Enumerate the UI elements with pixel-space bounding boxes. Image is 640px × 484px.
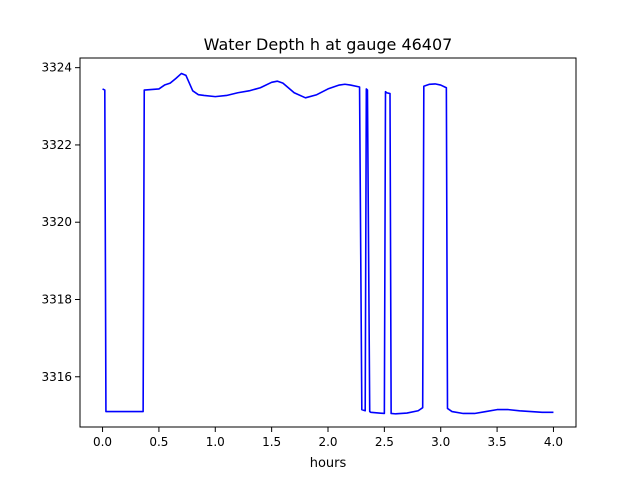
x-tick-label: 1.5	[262, 435, 281, 449]
x-tick-label: 2.5	[375, 435, 394, 449]
x-tick-label: 0.0	[93, 435, 112, 449]
y-tick-label: 3320	[41, 215, 72, 229]
y-tick-label: 3322	[41, 138, 72, 152]
y-tick-label: 3318	[41, 292, 72, 306]
y-axis: 3316 3318 3320 3322 3324	[41, 61, 80, 384]
x-axis: 0.0 0.5 1.0 1.5 2.0 2.5 3.0 3.5 4.0	[93, 427, 563, 449]
y-tick-label: 3324	[41, 61, 72, 75]
x-tick-label: 3.5	[488, 435, 507, 449]
x-axis-label: hours	[310, 456, 347, 471]
y-tick-label: 3316	[41, 370, 72, 384]
x-tick-label: 1.0	[206, 435, 225, 449]
x-tick-label: 0.5	[149, 435, 168, 449]
x-tick-label: 4.0	[544, 435, 563, 449]
x-tick-label: 2.0	[318, 435, 337, 449]
series-line	[102, 72, 554, 415]
chart-title: Water Depth h at gauge 46407	[204, 35, 453, 54]
x-tick-label: 3.0	[431, 435, 450, 449]
